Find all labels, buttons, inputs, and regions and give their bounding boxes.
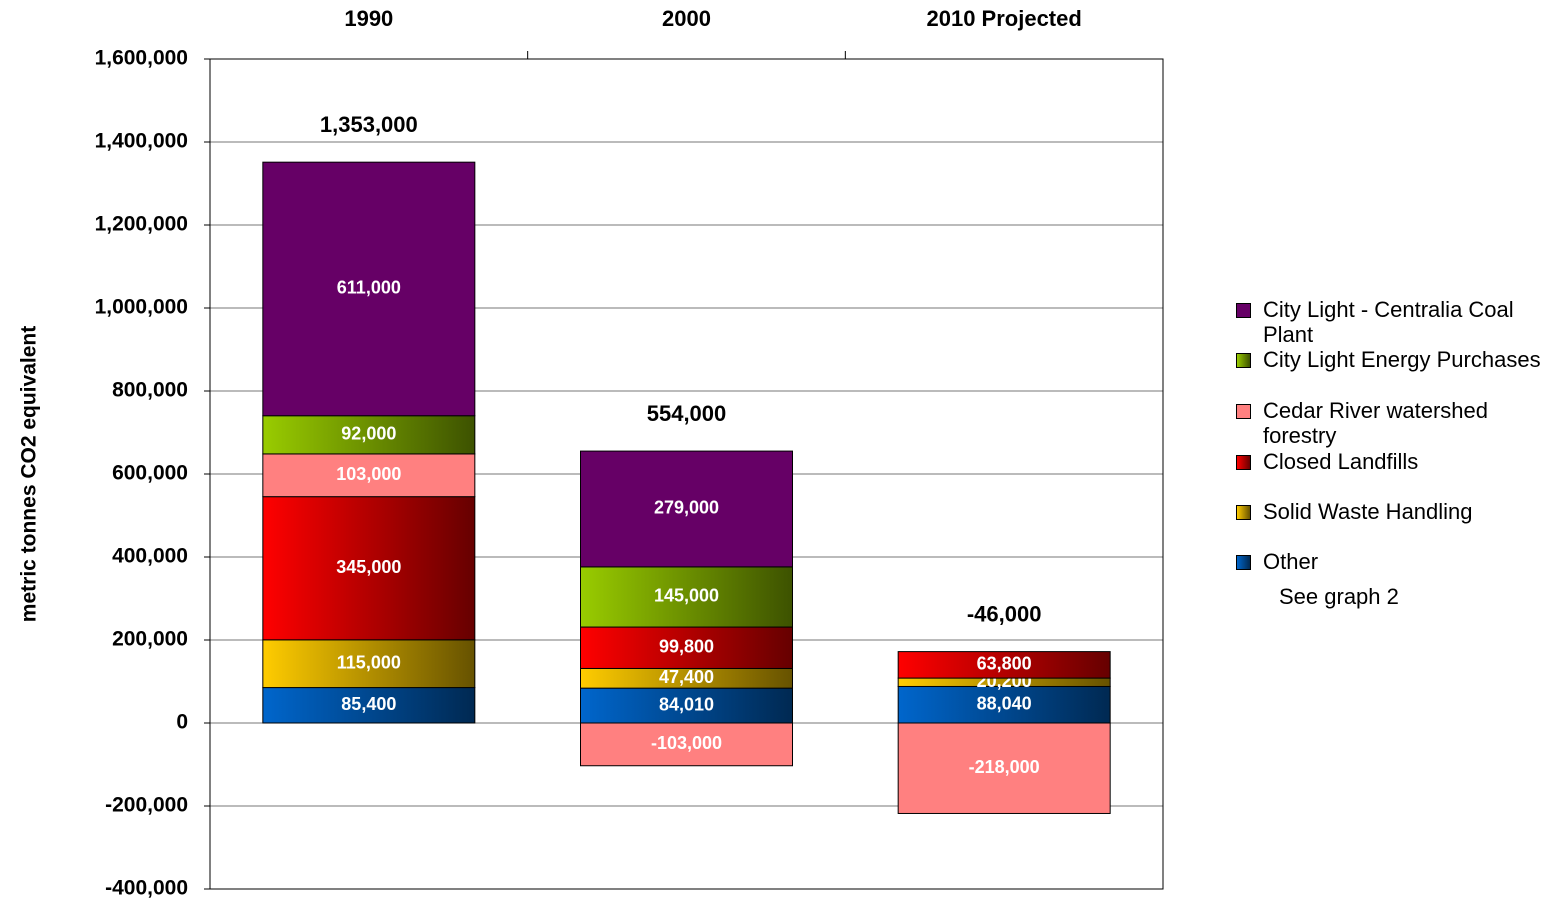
y-tick-label: 1,600,000 <box>95 47 188 70</box>
data-label: 345,000 <box>336 557 401 577</box>
data-label: -218,000 <box>969 757 1040 777</box>
legend-swatch <box>1236 404 1251 419</box>
total-label: 1,353,000 <box>320 112 418 137</box>
y-tick-label: -200,000 <box>105 794 188 817</box>
bar-segment <box>262 161 476 417</box>
y-tick-label: 0 <box>176 711 188 734</box>
total-label: 554,000 <box>647 401 727 426</box>
y-tick-label: 1,200,000 <box>95 213 188 236</box>
bar-segment <box>580 687 793 724</box>
y-tick-label: 800,000 <box>112 379 188 402</box>
legend-label: Cedar River watershed forestry <box>1263 398 1488 448</box>
y-tick-label: 600,000 <box>112 462 188 485</box>
legend-label: Closed Landfills <box>1263 449 1419 474</box>
data-label: 279,000 <box>654 498 719 518</box>
y-tick-label: 200,000 <box>112 628 188 651</box>
data-label: 92,000 <box>341 424 396 444</box>
bar-segment <box>580 566 793 628</box>
x-tick-label: 2000 <box>662 6 711 31</box>
legend-swatch <box>1236 353 1251 368</box>
legend-label: City Light - Centralia Coal Plant <box>1263 297 1514 347</box>
bar-segment <box>262 453 476 498</box>
data-label: 63,800 <box>977 654 1032 674</box>
x-tick-label: 2010 Projected <box>927 6 1082 31</box>
data-label: 84,010 <box>659 694 714 714</box>
legend-item: City Light - Centralia Coal Plant <box>1236 297 1556 347</box>
legend-item: Other <box>1236 549 1556 574</box>
total-label: -46,000 <box>967 601 1042 626</box>
bar-segment <box>262 687 476 724</box>
bar-segment <box>262 496 476 641</box>
plot-frame <box>209 58 1164 890</box>
y-tick-label: 1,400,000 <box>95 130 188 153</box>
bar-segment <box>580 450 793 568</box>
bar-segment <box>262 639 476 689</box>
legend-swatch <box>1236 555 1251 570</box>
y-tick-label: 400,000 <box>112 545 188 568</box>
data-label: 99,800 <box>659 637 714 657</box>
y-tick-label: -400,000 <box>105 877 188 900</box>
bar-segment <box>580 722 793 767</box>
data-label: 85,400 <box>341 694 396 714</box>
bar-segment <box>580 626 793 669</box>
legend-label: Solid Waste Handling <box>1263 499 1473 524</box>
data-label: 47,400 <box>659 667 714 687</box>
legend-item: Cedar River watershed forestry <box>1236 398 1556 448</box>
data-label: 145,000 <box>654 586 719 606</box>
legend-item: City Light Energy Purchases <box>1236 347 1556 372</box>
data-label: 611,000 <box>337 278 401 298</box>
y-axis-label: metric tonnes CO2 equivalent <box>18 326 41 622</box>
legend-swatch <box>1236 455 1251 470</box>
legend-label: Other <box>1263 549 1319 574</box>
annotation: See graph 2 <box>1279 584 1399 609</box>
bar-segment <box>897 722 1111 814</box>
bar-segment <box>262 415 476 455</box>
data-label: 115,000 <box>337 652 401 672</box>
data-label: 103,000 <box>336 464 401 484</box>
legend-item: Solid Waste Handling <box>1236 499 1556 524</box>
legend-label: City Light Energy Purchases <box>1263 347 1541 372</box>
legend-swatch <box>1236 505 1251 520</box>
data-label: 88,040 <box>977 693 1032 713</box>
y-tick-label: 1,000,000 <box>95 296 188 319</box>
data-label: -103,000 <box>651 733 722 753</box>
legend-swatch <box>1236 303 1251 318</box>
x-tick-label: 1990 <box>344 6 393 31</box>
legend-item: Closed Landfills <box>1236 449 1556 474</box>
bar-segment <box>897 651 1111 679</box>
